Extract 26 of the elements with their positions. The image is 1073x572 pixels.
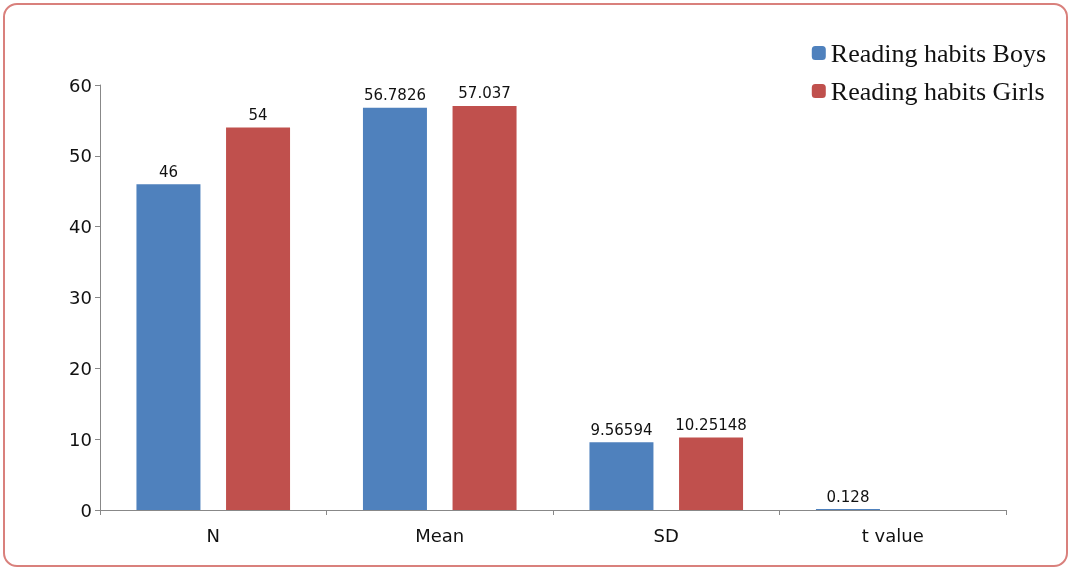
data-label: 9.56594 bbox=[590, 420, 653, 439]
x-tick-label: Mean bbox=[415, 524, 465, 546]
x-tick-label: t value bbox=[861, 524, 924, 546]
data-label: 54 bbox=[248, 106, 268, 124]
bar bbox=[362, 107, 427, 510]
data-label: 10.25148 bbox=[675, 415, 747, 434]
legend-label: Reading habits Boys bbox=[830, 38, 1047, 68]
y-tick-label: 10 bbox=[69, 428, 92, 450]
x-tick-label: N bbox=[206, 524, 220, 546]
bar bbox=[679, 437, 744, 510]
data-label: 57.037 bbox=[458, 84, 511, 103]
bar bbox=[589, 442, 654, 510]
data-label: 0.128 bbox=[826, 487, 870, 506]
y-tick-label: 50 bbox=[69, 145, 92, 167]
y-tick-label: 30 bbox=[69, 287, 92, 308]
y-tick-label: 20 bbox=[69, 357, 92, 379]
data-label: 56.7826 bbox=[363, 86, 426, 105]
data-label: 46 bbox=[158, 162, 178, 181]
bar bbox=[226, 127, 291, 510]
y-tick-label: 40 bbox=[69, 216, 92, 238]
y-tick-label: 60 bbox=[69, 74, 92, 96]
bar bbox=[136, 184, 201, 510]
x-tick-label: SD bbox=[653, 524, 679, 546]
y-tick-label: 0 bbox=[80, 499, 92, 521]
legend-label: Reading habits Girls bbox=[830, 76, 1045, 106]
bar bbox=[452, 105, 517, 510]
